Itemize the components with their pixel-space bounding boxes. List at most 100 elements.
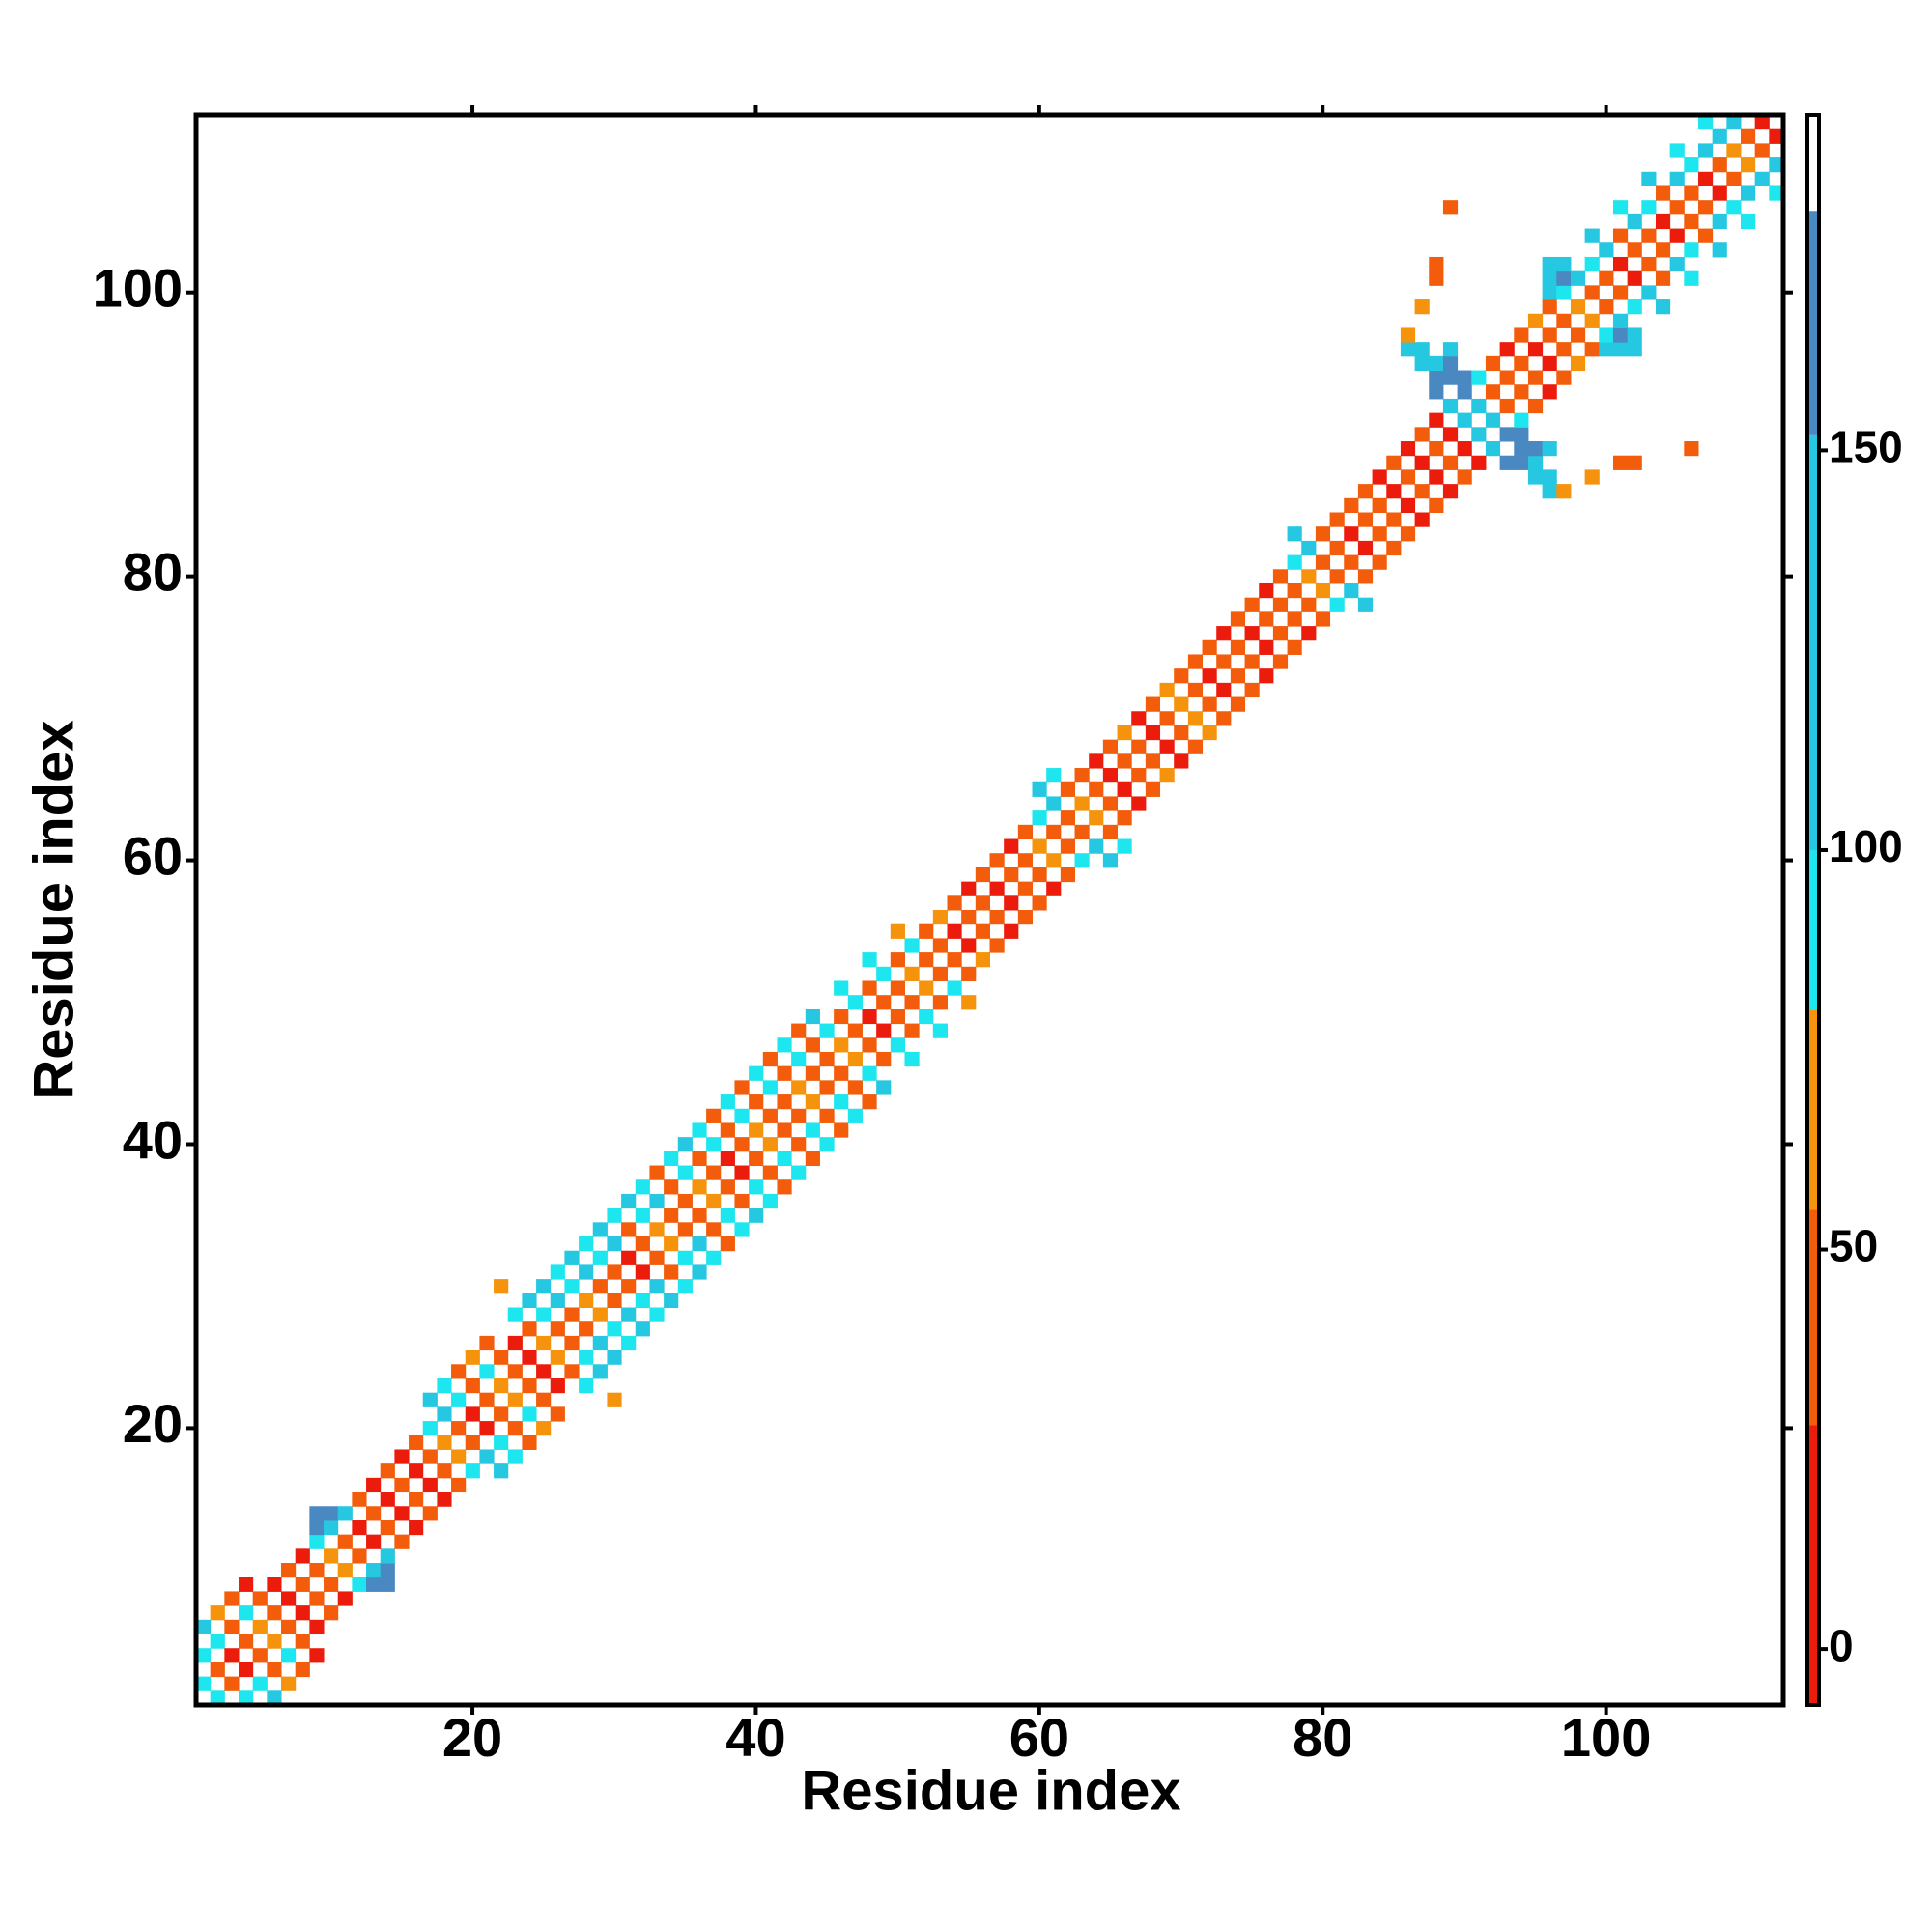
heatmap-cell — [1612, 455, 1629, 470]
heatmap-cell — [479, 1421, 495, 1436]
heatmap-cell — [1612, 342, 1629, 357]
colorbar-band — [1807, 1425, 1819, 1705]
heatmap-cell — [706, 1193, 722, 1209]
heatmap-cell — [1046, 853, 1062, 868]
heatmap-cell — [862, 1009, 877, 1025]
heatmap-cell — [1641, 200, 1657, 215]
heatmap-cell — [550, 1293, 565, 1308]
heatmap-cell — [380, 1577, 395, 1592]
heatmap-cell — [1612, 228, 1629, 243]
heatmap-cell — [664, 1179, 679, 1195]
heatmap-cell — [1570, 327, 1586, 343]
heatmap-cell — [1697, 171, 1714, 186]
heatmap-cell — [1287, 582, 1302, 599]
heatmap-cell — [677, 1279, 693, 1294]
heatmap-cell — [1131, 768, 1147, 783]
heatmap-cell — [862, 980, 877, 996]
heatmap-cell — [451, 1421, 467, 1436]
heatmap-cell — [847, 1080, 863, 1095]
heatmap-cell — [734, 1165, 750, 1180]
heatmap-cell — [1712, 213, 1727, 230]
heatmap-cell — [295, 1548, 310, 1564]
heatmap-cell — [550, 1350, 565, 1365]
heatmap-cell — [1514, 384, 1529, 400]
heatmap-cell — [1287, 526, 1302, 542]
y-tick-label: 80 — [123, 541, 183, 602]
heatmap-cell — [1627, 342, 1642, 357]
heatmap-cell — [989, 938, 1005, 953]
heatmap-cell — [649, 1222, 665, 1237]
heatmap-cell — [1599, 327, 1614, 343]
heatmap-cell — [1259, 611, 1274, 627]
heatmap-cell — [1074, 853, 1090, 868]
heatmap-cell — [1457, 441, 1472, 457]
heatmap-cell — [1641, 228, 1657, 243]
heatmap-cell — [267, 1690, 282, 1706]
y-tick-label: 20 — [123, 1393, 183, 1454]
heatmap-cell — [1499, 427, 1515, 442]
heatmap-cell — [1174, 668, 1189, 684]
heatmap-cell — [1641, 256, 1657, 272]
heatmap-cell — [890, 952, 905, 968]
heatmap-cell — [1655, 270, 1671, 286]
heatmap-cell — [1357, 597, 1374, 612]
heatmap-cell — [437, 1406, 452, 1422]
heatmap-cell — [1287, 554, 1302, 570]
heatmap-cell — [1329, 597, 1345, 612]
heatmap-cell — [904, 938, 920, 953]
heatmap-cell — [281, 1648, 297, 1663]
heatmap-cell — [692, 1122, 707, 1138]
heatmap-cell — [1344, 497, 1359, 513]
heatmap-cell — [507, 1421, 523, 1436]
heatmap-cell — [522, 1321, 537, 1337]
heatmap-cell — [451, 1392, 467, 1407]
heatmap-cell — [1357, 484, 1374, 499]
heatmap-cell — [1032, 867, 1047, 883]
heatmap-cell — [324, 1548, 339, 1564]
heatmap-cell — [1429, 355, 1444, 372]
heatmap-cell — [1684, 270, 1699, 286]
heatmap-cell — [1442, 200, 1459, 215]
heatmap-cell — [564, 1279, 580, 1294]
heatmap-cell — [592, 1307, 608, 1322]
heatmap-cell — [437, 1378, 452, 1394]
heatmap-cell — [1684, 441, 1699, 457]
heatmap-cell — [791, 1137, 807, 1152]
heatmap-cell — [635, 1236, 650, 1252]
heatmap-cell — [1004, 867, 1019, 883]
heatmap-cell — [1117, 810, 1132, 826]
heatmap-cell — [352, 1548, 367, 1564]
plot-frame — [193, 112, 1786, 1708]
heatmap-cell — [267, 1577, 282, 1592]
heatmap-cell — [1542, 327, 1557, 343]
heatmap-cell — [947, 895, 962, 911]
heatmap-cell — [862, 952, 877, 968]
heatmap-cell — [1542, 384, 1557, 400]
heatmap-cell — [1655, 213, 1671, 230]
heatmap-cell — [1060, 810, 1076, 826]
heatmap-cell — [961, 910, 977, 925]
heatmap-cell — [890, 1037, 905, 1053]
heatmap-cell — [876, 1051, 892, 1067]
heatmap-cell — [847, 1023, 863, 1038]
heatmap-cell — [734, 1137, 750, 1152]
heatmap-cell — [564, 1250, 580, 1265]
heatmap-cell — [1315, 554, 1331, 570]
heatmap-cell — [1244, 626, 1260, 641]
heatmap-cell — [1131, 796, 1147, 811]
heatmap-cell — [1230, 639, 1246, 655]
heatmap-cell — [1542, 270, 1557, 286]
heatmap-cell — [1556, 313, 1572, 328]
heatmap-cell — [1089, 810, 1104, 826]
heatmap-cell — [919, 952, 934, 968]
heatmap-cell — [1131, 739, 1147, 754]
heatmap-cell — [451, 1477, 467, 1493]
heatmap-cell — [1429, 270, 1444, 286]
heatmap-cell — [1684, 213, 1699, 230]
heatmap-cell — [1471, 455, 1487, 470]
heatmap-cell — [621, 1193, 637, 1209]
heatmap-cell — [252, 1676, 268, 1691]
heatmap-cell — [1599, 342, 1614, 357]
heatmap-cell — [366, 1534, 382, 1549]
heatmap-cell — [479, 1449, 495, 1464]
